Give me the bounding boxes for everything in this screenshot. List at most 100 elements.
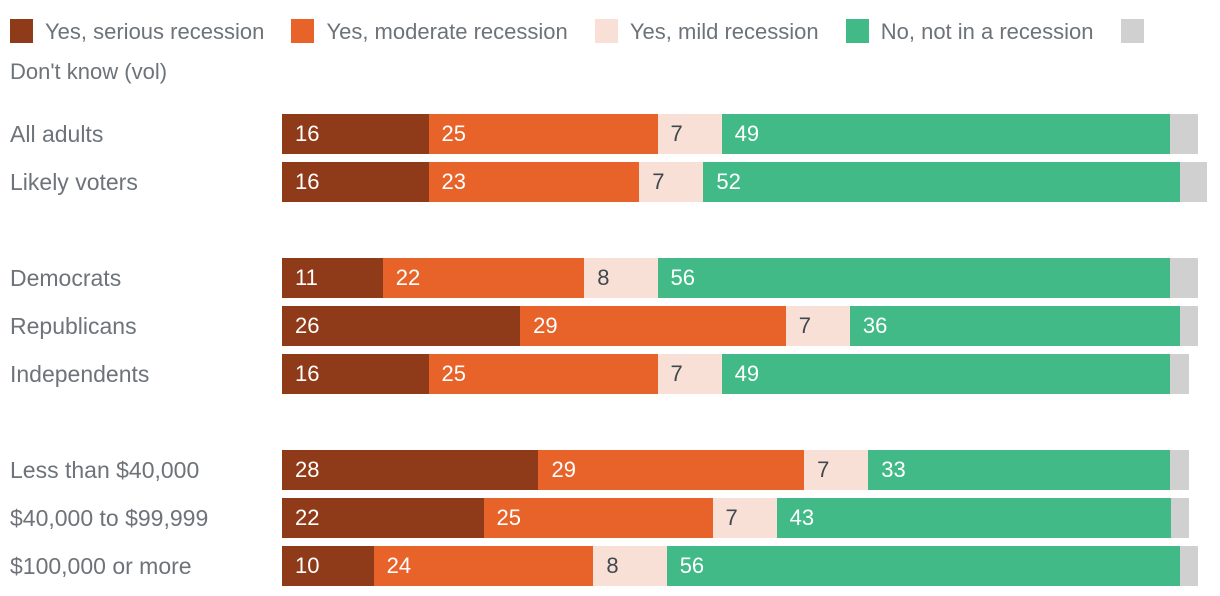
legend-label: Yes, moderate recession <box>326 19 568 44</box>
bar-value-label: 25 <box>441 121 467 146</box>
bar-segment-dont-know <box>1170 498 1189 538</box>
bar-segment-mild-recession: 7 <box>657 354 722 394</box>
bar-value-label: 25 <box>441 361 467 386</box>
bar-segment-dont-know <box>1179 546 1198 586</box>
bar-value-label: 29 <box>533 313 558 338</box>
bar-value-label: 23 <box>441 169 467 194</box>
bar-segment-no-recession: 49 <box>721 354 1171 394</box>
bar-segment-dont-know <box>1170 258 1198 298</box>
legend-item: Yes, serious recession <box>10 19 264 44</box>
row-label: All adults <box>10 120 104 147</box>
bar-value-label: 49 <box>734 121 760 146</box>
bar-row: Democrats 11 22 8 56 <box>10 258 1220 298</box>
bar-segment-serious-recession: 16 <box>282 354 429 394</box>
stacked-bar: 28 29 7 33 <box>282 450 1189 490</box>
row-label: Less than $40,000 <box>10 456 200 483</box>
bar-segment-no-recession: 56 <box>657 258 1171 298</box>
bar-group: All adults 16 25 7 49 Likely voters 16 23 7 52 <box>10 114 1220 202</box>
bar-row: Republicans 26 29 7 36 <box>10 306 1220 346</box>
bar-group: Democrats 11 22 8 56 Republicans 26 29 7 36 Indepe… <box>10 258 1220 394</box>
legend-swatch <box>10 19 33 44</box>
bar-segment-no-recession: 52 <box>703 162 1180 202</box>
bar-segment-serious-recession: 16 <box>282 162 429 202</box>
stacked-bar: 16 25 7 49 <box>282 354 1189 394</box>
bar-segment-no-recession: 49 <box>721 114 1171 154</box>
bar-segment-mild-recession: 7 <box>657 114 722 154</box>
bar-row: $100,000 or more 10 24 8 56 <box>10 546 1220 586</box>
legend-swatch <box>1120 19 1144 44</box>
row-label: Likely voters <box>10 168 138 195</box>
bar-value-label: 7 <box>798 313 812 338</box>
stacked-bar: 26 29 7 36 <box>282 306 1198 346</box>
bar-segment-moderate-recession: 25 <box>428 354 658 394</box>
stacked-bar: 10 24 8 56 <box>282 546 1198 586</box>
bar-segment-mild-recession: 8 <box>584 258 658 298</box>
bar-segment-serious-recession: 16 <box>282 114 429 154</box>
bar-value-label: 36 <box>862 313 888 338</box>
bar-value-label: 25 <box>496 505 521 530</box>
bar-value-label: 49 <box>734 361 760 386</box>
bar-segment-no-recession: 33 <box>868 450 1171 490</box>
bar-segment-moderate-recession: 25 <box>483 498 713 538</box>
bar-segment-mild-recession: 7 <box>785 306 850 346</box>
bar-value-label: 7 <box>670 121 683 146</box>
bar-value-label: 56 <box>670 265 696 290</box>
bar-segment-no-recession: 43 <box>776 498 1171 538</box>
bar-value-label: 10 <box>295 553 320 578</box>
bar-group: Less than $40,000 28 29 7 33 $40,000 to $99,9… <box>10 450 1220 586</box>
bar-value-label: 16 <box>295 361 320 386</box>
bar-value-label: 7 <box>725 505 738 530</box>
stacked-bar: 22 25 7 43 <box>282 498 1189 538</box>
legend-item: No, not in a recession <box>845 19 1094 44</box>
legend-item: Yes, moderate recession <box>291 19 568 44</box>
bar-segment-moderate-recession: 29 <box>520 306 786 346</box>
bar-value-label: 22 <box>395 265 421 290</box>
bar-value-label: 22 <box>295 505 320 530</box>
bar-segment-no-recession: 56 <box>666 546 1180 586</box>
legend-swatch <box>845 19 869 44</box>
bar-row: $40,000 to $99,999 22 25 7 43 <box>10 498 1220 538</box>
bar-value-label: 7 <box>652 169 665 194</box>
bar-segment-serious-recession: 26 <box>282 306 521 346</box>
bar-segment-mild-recession: 7 <box>804 450 869 490</box>
bar-segment-moderate-recession: 22 <box>382 258 585 298</box>
bar-row: Independents 16 25 7 49 <box>10 354 1220 394</box>
bar-row: Less than $40,000 28 29 7 33 <box>10 450 1220 490</box>
stacked-bar: 11 22 8 56 <box>282 258 1198 298</box>
bar-value-label: 24 <box>386 553 412 578</box>
legend-swatch <box>594 19 618 44</box>
legend: Yes, serious recession Yes, moderate rec… <box>0 0 1165 92</box>
stacked-bar: 16 23 7 52 <box>282 162 1208 202</box>
bar-value-label: 8 <box>606 553 619 578</box>
chart: All adults 16 25 7 49 Likely voters 16 23 7 52 Dem… <box>10 114 1220 586</box>
bar-value-label: 29 <box>551 457 576 482</box>
bar-segment-dont-know <box>1170 114 1198 154</box>
bar-segment-serious-recession: 10 <box>282 546 374 586</box>
legend-item: Don't know (vol) <box>10 19 1156 84</box>
bar-value-label: 16 <box>295 121 320 146</box>
bar-segment-moderate-recession: 25 <box>428 114 658 154</box>
bar-segment-dont-know <box>1179 162 1208 202</box>
bar-value-label: 11 <box>295 265 318 290</box>
row-label: Republicans <box>10 312 137 339</box>
bar-segment-moderate-recession: 24 <box>373 546 594 586</box>
legend-item: Yes, mild recession <box>594 19 819 44</box>
bar-value-label: 28 <box>295 457 320 482</box>
bar-segment-serious-recession: 11 <box>282 258 383 298</box>
bar-segment-moderate-recession: 29 <box>538 450 805 490</box>
bar-segment-serious-recession: 22 <box>282 498 484 538</box>
bar-value-label: 16 <box>295 169 320 194</box>
bar-value-label: 26 <box>295 313 320 338</box>
bar-value-label: 33 <box>881 457 906 482</box>
legend-swatch <box>291 19 315 44</box>
bar-value-label: 7 <box>817 457 830 482</box>
bar-segment-dont-know <box>1170 450 1189 490</box>
bar-segment-mild-recession: 7 <box>639 162 704 202</box>
bar-segment-moderate-recession: 23 <box>428 162 640 202</box>
bar-segment-dont-know <box>1170 354 1189 394</box>
bar-value-label: 43 <box>789 505 815 530</box>
legend-label: Don't know (vol) <box>10 59 168 84</box>
bar-row: Likely voters 16 23 7 52 <box>10 162 1220 202</box>
stacked-bar: 16 25 7 49 <box>282 114 1198 154</box>
bar-value-label: 52 <box>716 169 741 194</box>
